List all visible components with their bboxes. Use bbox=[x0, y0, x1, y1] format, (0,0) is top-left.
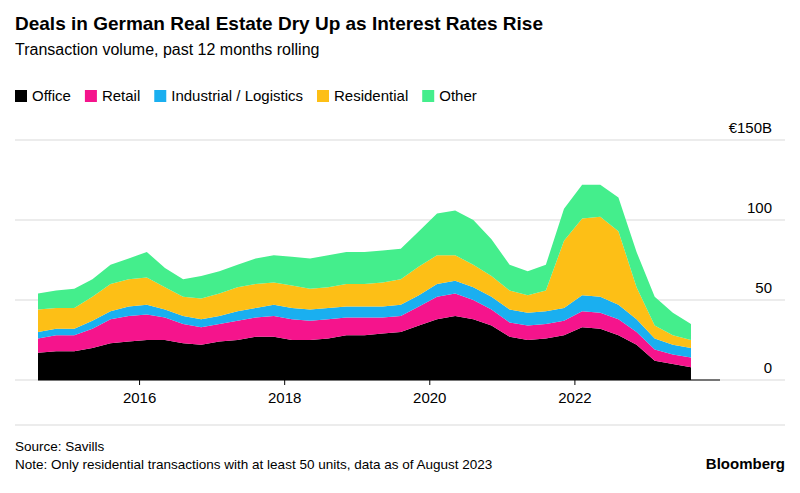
source: Source: Savills bbox=[15, 439, 105, 454]
legend-label: Office bbox=[32, 87, 71, 104]
y-tick-label: €150B bbox=[729, 119, 772, 136]
chart: Deals in German Real Estate Dry Up as In… bbox=[0, 0, 800, 493]
legend-swatch bbox=[154, 90, 166, 102]
legend-swatch bbox=[317, 90, 329, 102]
grid-line bbox=[15, 380, 785, 381]
legend-label: Industrial / Logistics bbox=[171, 87, 303, 104]
legend-label: Retail bbox=[102, 87, 140, 104]
area bbox=[38, 185, 691, 340]
y-tick-label: 50 bbox=[755, 279, 772, 296]
legend: Office Retail Industrial / Logistics Reside… bbox=[15, 87, 477, 104]
credit: Bloomberg bbox=[706, 455, 785, 472]
x-tick bbox=[139, 380, 140, 385]
legend-swatch bbox=[422, 90, 434, 102]
x-tick bbox=[284, 380, 285, 385]
grid-line bbox=[15, 140, 785, 141]
y-tick-label: 100 bbox=[747, 199, 772, 216]
title: Deals in German Real Estate Dry Up as In… bbox=[15, 13, 543, 34]
grid: 0 50 100 €150B bbox=[15, 119, 785, 380]
grid-line bbox=[15, 220, 785, 221]
y-tick-label: 0 bbox=[764, 359, 772, 376]
note: Note: Only residential transactions with… bbox=[15, 457, 492, 472]
separator bbox=[15, 425, 785, 426]
legend-swatch bbox=[85, 90, 97, 102]
subtitle: Transaction volume, past 12 months rolli… bbox=[15, 41, 319, 58]
x-axis bbox=[38, 380, 720, 381]
legend-label: Other bbox=[439, 87, 477, 104]
x-tick bbox=[574, 380, 575, 385]
legend-label: Residential bbox=[334, 87, 408, 104]
legend-swatch bbox=[15, 90, 27, 102]
x-ticks: 2016 2018 2020 2022 bbox=[123, 380, 592, 406]
x-tick bbox=[429, 380, 430, 385]
x-tick-label: 2016 bbox=[123, 389, 156, 406]
x-tick-label: 2020 bbox=[413, 389, 446, 406]
x-tick-label: 2022 bbox=[558, 389, 591, 406]
areas bbox=[38, 185, 691, 380]
x-tick-label: 2018 bbox=[268, 389, 301, 406]
